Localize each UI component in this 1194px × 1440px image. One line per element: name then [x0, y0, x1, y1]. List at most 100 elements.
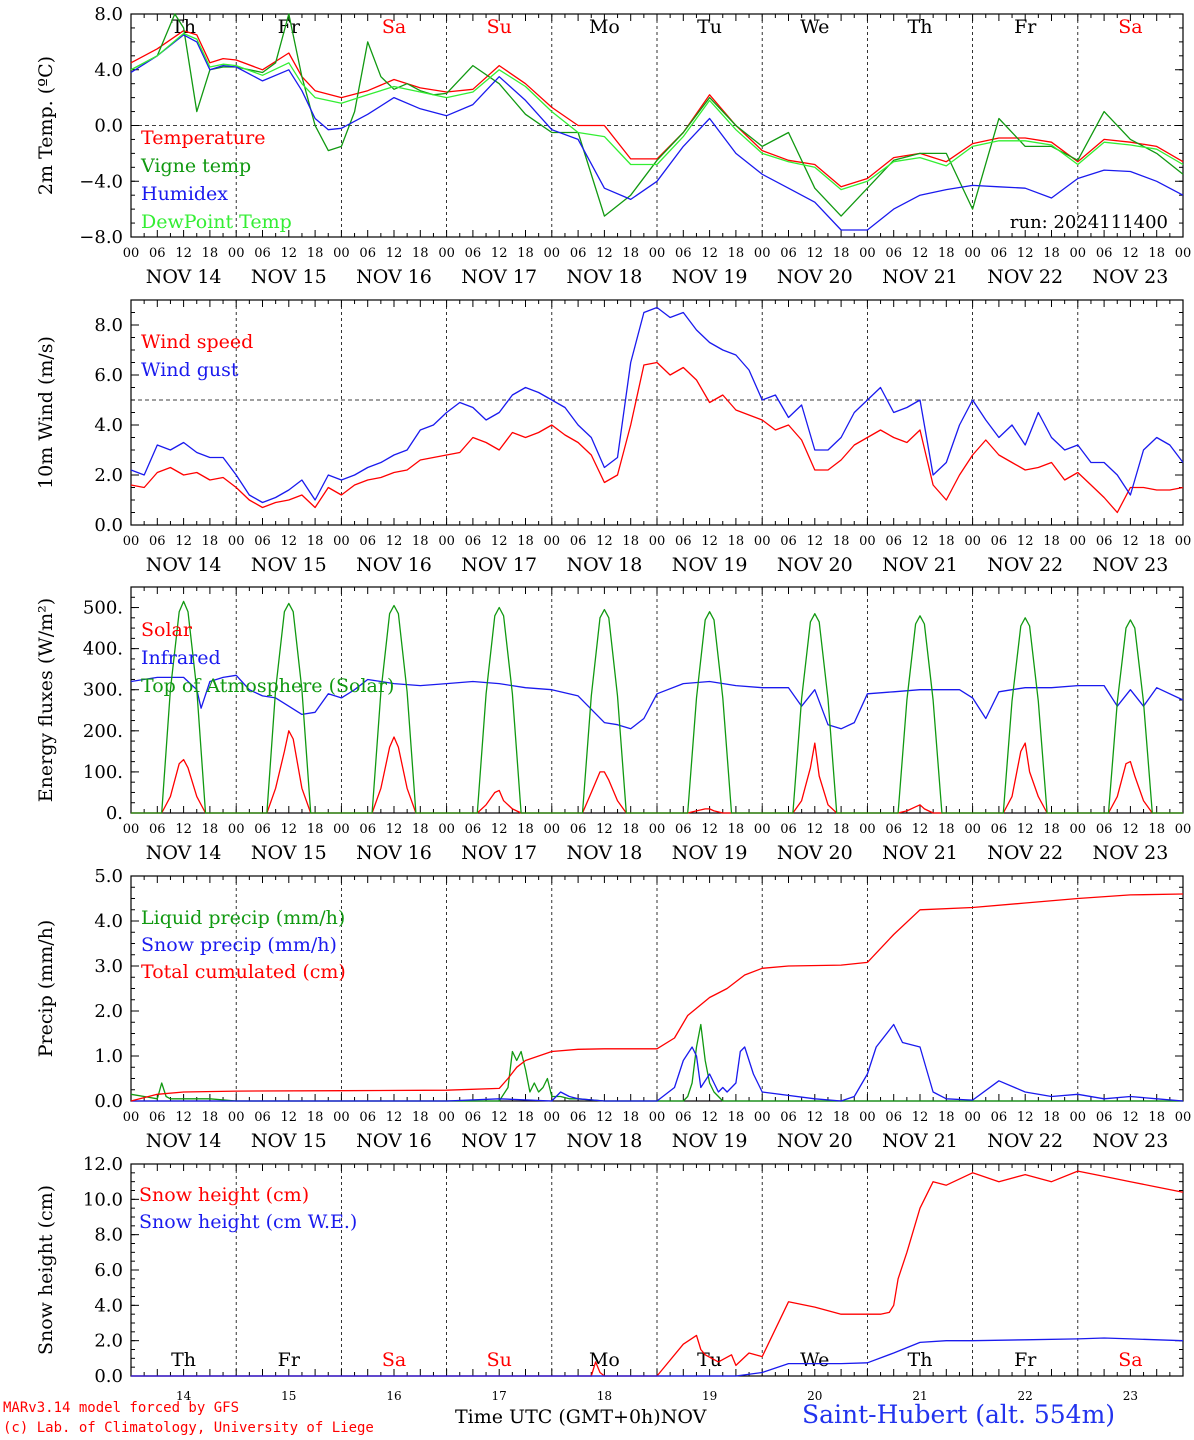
- y-tick-label: 8.0: [94, 1225, 123, 1246]
- date-label: NOV 15: [251, 554, 327, 576]
- date-label: NOV 21: [882, 554, 958, 576]
- legend-entry: Temperature: [141, 127, 265, 149]
- weekday-label: Tu: [697, 16, 722, 38]
- hour-tick-label: 06: [254, 1110, 271, 1125]
- date-label: NOV 17: [461, 1130, 537, 1152]
- hour-tick-label: 18: [728, 534, 745, 549]
- y-tick-label: 200.: [83, 721, 123, 742]
- hour-tick-label: 06: [570, 246, 587, 261]
- legend-entry: Top of Atmosphere (Solar): [141, 675, 394, 697]
- y-axis-label: Precip (mm/h): [35, 920, 57, 1058]
- weekday-label: Fr: [1014, 16, 1037, 38]
- hour-tick-label: 00: [438, 1110, 455, 1125]
- hour-tick-label: 00: [754, 822, 771, 837]
- hour-tick-label: 00: [649, 1110, 666, 1125]
- hour-tick-label: 00: [859, 534, 876, 549]
- hour-tick-label: 12: [386, 246, 403, 261]
- day-number-label: 15: [281, 1389, 296, 1403]
- weekday-label: Th: [908, 1349, 933, 1371]
- y-tick-label: 6.0: [94, 365, 123, 386]
- hour-tick-label: 18: [307, 534, 324, 549]
- hour-tick-label: 00: [1175, 246, 1192, 261]
- y-tick-label: 4.0: [94, 1295, 123, 1316]
- hour-tick-label: 12: [596, 1110, 613, 1125]
- hour-tick-label: 00: [859, 246, 876, 261]
- y-axis-label: 2m Temp. (ºC): [35, 56, 57, 195]
- y-tick-label: 500.: [83, 598, 123, 619]
- y-tick-label: 100.: [83, 762, 123, 783]
- hour-tick-label: 00: [228, 246, 245, 261]
- hour-tick-label: 00: [859, 822, 876, 837]
- hour-tick-label: 00: [1070, 534, 1087, 549]
- hour-tick-label: 18: [833, 1110, 850, 1125]
- date-label: NOV 18: [566, 266, 642, 288]
- hour-tick-label: 12: [281, 1110, 298, 1125]
- hour-tick-label: 00: [123, 246, 140, 261]
- hour-tick-label: 18: [728, 822, 745, 837]
- hour-tick-label: 00: [1175, 1110, 1192, 1125]
- date-label: NOV 18: [566, 1130, 642, 1152]
- hour-tick-label: 18: [938, 246, 955, 261]
- y-tick-label: 0.0: [94, 116, 123, 137]
- hour-tick-label: 18: [517, 246, 534, 261]
- legend-entry: Snow height (cm): [139, 1184, 309, 1206]
- hour-tick-label: 00: [754, 534, 771, 549]
- day-number-label: 22: [1018, 1389, 1033, 1403]
- hour-tick-label: 00: [754, 1110, 771, 1125]
- hour-tick-label: 06: [780, 822, 797, 837]
- y-tick-label: −4.0: [79, 171, 123, 192]
- y-tick-label: −8.0: [79, 227, 123, 248]
- date-label: NOV 23: [1092, 266, 1168, 288]
- date-label: NOV 16: [356, 1130, 432, 1152]
- date-label: NOV 18: [566, 554, 642, 576]
- date-label: NOV 15: [251, 266, 327, 288]
- hour-tick-label: 00: [438, 822, 455, 837]
- hour-tick-label: 12: [596, 534, 613, 549]
- date-label: NOV 18: [566, 842, 642, 864]
- date-label: NOV 17: [461, 266, 537, 288]
- hour-tick-label: 18: [833, 822, 850, 837]
- legend-entry: Liquid precip (mm/h): [141, 907, 345, 929]
- hour-tick-label: 00: [123, 534, 140, 549]
- y-tick-label: 12.0: [83, 1154, 123, 1175]
- series-line-temperature: [130, 30, 1184, 188]
- hour-tick-label: 12: [701, 822, 718, 837]
- hour-tick-label: 00: [333, 246, 350, 261]
- day-number-label: 14: [176, 1389, 192, 1403]
- hour-tick-label: 06: [254, 534, 271, 549]
- hour-tick-label: 18: [622, 822, 639, 837]
- hour-tick-label: 12: [1017, 822, 1034, 837]
- hour-tick-label: 06: [675, 1110, 692, 1125]
- hour-tick-label: 06: [570, 1110, 587, 1125]
- series-line-total-cumulated-cm: [130, 893, 1184, 1102]
- hour-tick-label: 12: [1122, 1110, 1139, 1125]
- legend-entry: Wind speed: [141, 331, 253, 353]
- hour-tick-label: 06: [991, 822, 1008, 837]
- hour-tick-label: 06: [780, 534, 797, 549]
- hour-tick-label: 06: [465, 822, 482, 837]
- date-label: NOV 17: [461, 842, 537, 864]
- hour-tick-label: 12: [491, 1110, 508, 1125]
- hour-tick-label: 06: [149, 246, 166, 261]
- hour-tick-label: 06: [991, 1110, 1008, 1125]
- series-line-infrared: [130, 674, 1184, 730]
- series-line-vigne-temp: [130, 13, 1184, 217]
- hour-tick-label: 18: [938, 534, 955, 549]
- hour-tick-label: 06: [1096, 1110, 1113, 1125]
- y-tick-label: 3.0: [94, 956, 123, 977]
- hour-tick-label: 06: [359, 246, 376, 261]
- hour-tick-label: 12: [1017, 246, 1034, 261]
- date-label: NOV 16: [356, 842, 432, 864]
- weekday-label: Sa: [1118, 16, 1142, 38]
- hour-tick-label: 06: [885, 246, 902, 261]
- hour-tick-label: 18: [307, 822, 324, 837]
- legend-entry: Vigne temp: [140, 155, 251, 177]
- hour-tick-label: 18: [622, 534, 639, 549]
- hour-tick-label: 00: [123, 822, 140, 837]
- hour-tick-label: 06: [465, 534, 482, 549]
- hour-tick-label: 18: [517, 534, 534, 549]
- x-axis-title-text: Time UTC (GMT+0h): [455, 1406, 661, 1428]
- legend-entry: DewPoint Temp: [141, 211, 292, 233]
- hour-tick-label: 18: [1148, 246, 1165, 261]
